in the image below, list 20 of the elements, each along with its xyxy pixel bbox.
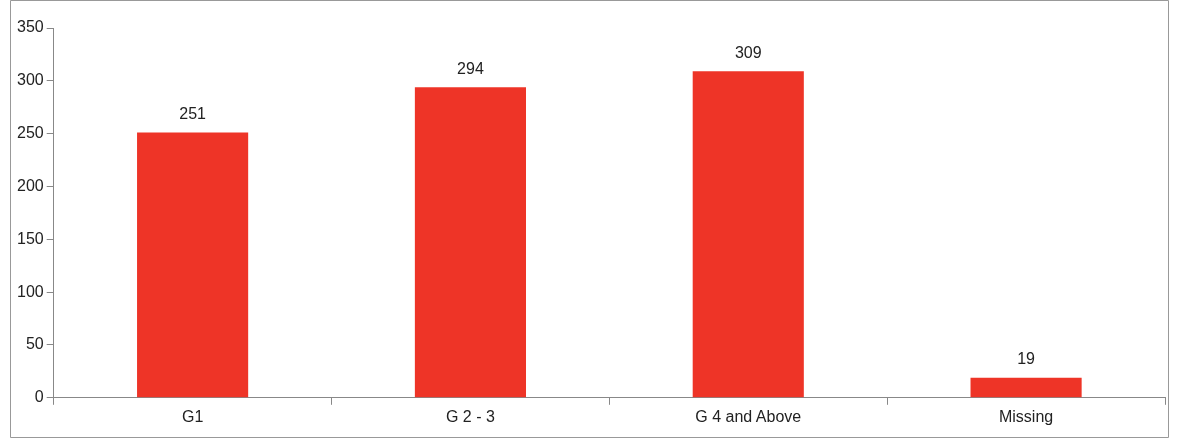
bar — [414, 87, 526, 398]
bar — [692, 71, 804, 398]
data-label: 294 — [457, 59, 484, 77]
y-tick-label: 200 — [16, 176, 44, 194]
y-tick-label: 150 — [16, 229, 44, 247]
x-tick-label: G1 — [181, 407, 204, 425]
x-tick-label: Missing — [998, 407, 1054, 425]
y-tick-label: 50 — [25, 335, 44, 353]
y-tick-label: 250 — [16, 124, 44, 142]
y-tick-label: 100 — [16, 282, 44, 300]
y-tick-label: 0 — [34, 388, 44, 406]
data-label: 309 — [734, 43, 762, 61]
x-tick-label: G 2 - 3 — [445, 407, 495, 425]
bar — [970, 377, 1082, 398]
bar — [137, 132, 249, 398]
data-label: 251 — [179, 105, 207, 123]
x-tick-label: G 4 and Above — [695, 407, 802, 425]
y-tick-label: 350 — [16, 18, 44, 36]
data-label: 19 — [1017, 350, 1036, 368]
y-tick-label: 300 — [16, 71, 44, 89]
